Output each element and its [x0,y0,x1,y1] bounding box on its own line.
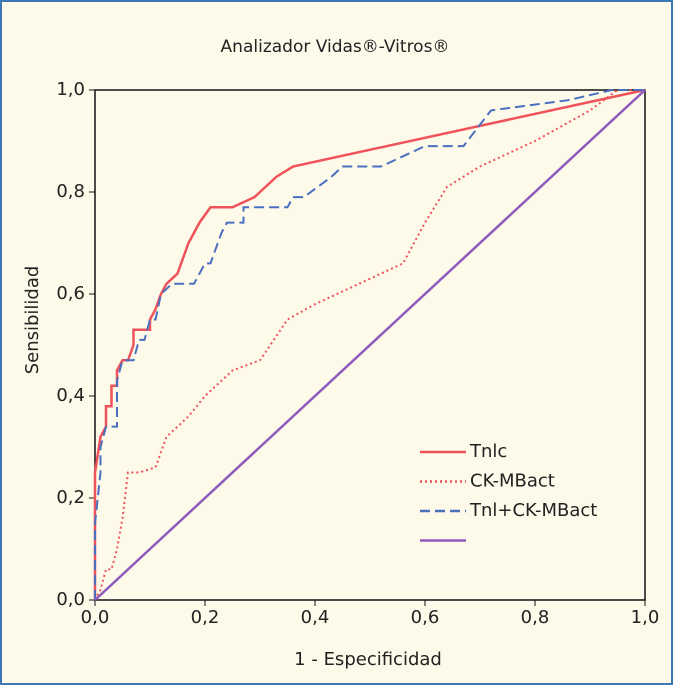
x-tick-label: 1,0 [631,607,660,628]
legend-label: Tnlc [469,441,507,462]
legend-label: CK-MBact [470,471,555,492]
y-tick-label: 1,0 [56,79,85,100]
x-tick-label: 0,2 [191,607,220,628]
y-axis-label: Sensibilidad [22,266,43,375]
roc-line [94,89,645,601]
legend-label: Tnl+CK-MBact [469,500,597,521]
chart-title: Analizador Vidas®-Vitros® [221,37,450,57]
y-tick-label: 0,4 [56,385,85,406]
roc-line [94,89,645,600]
x-axis-label: 1 - Especificidad [294,649,442,670]
x-tick-label: 0,4 [301,607,330,628]
roc-line [93,88,646,600]
roc-line [94,89,646,601]
x-tick-label: 0,0 [81,607,110,628]
x-tick-label: 0,8 [521,607,550,628]
y-tick-label: 0,2 [56,487,85,508]
y-tick-label: 0,8 [56,181,85,202]
y-tick-label: 0,6 [56,283,85,304]
x-tick-label: 0,6 [411,607,440,628]
y-tick-label: 0,0 [56,589,85,610]
